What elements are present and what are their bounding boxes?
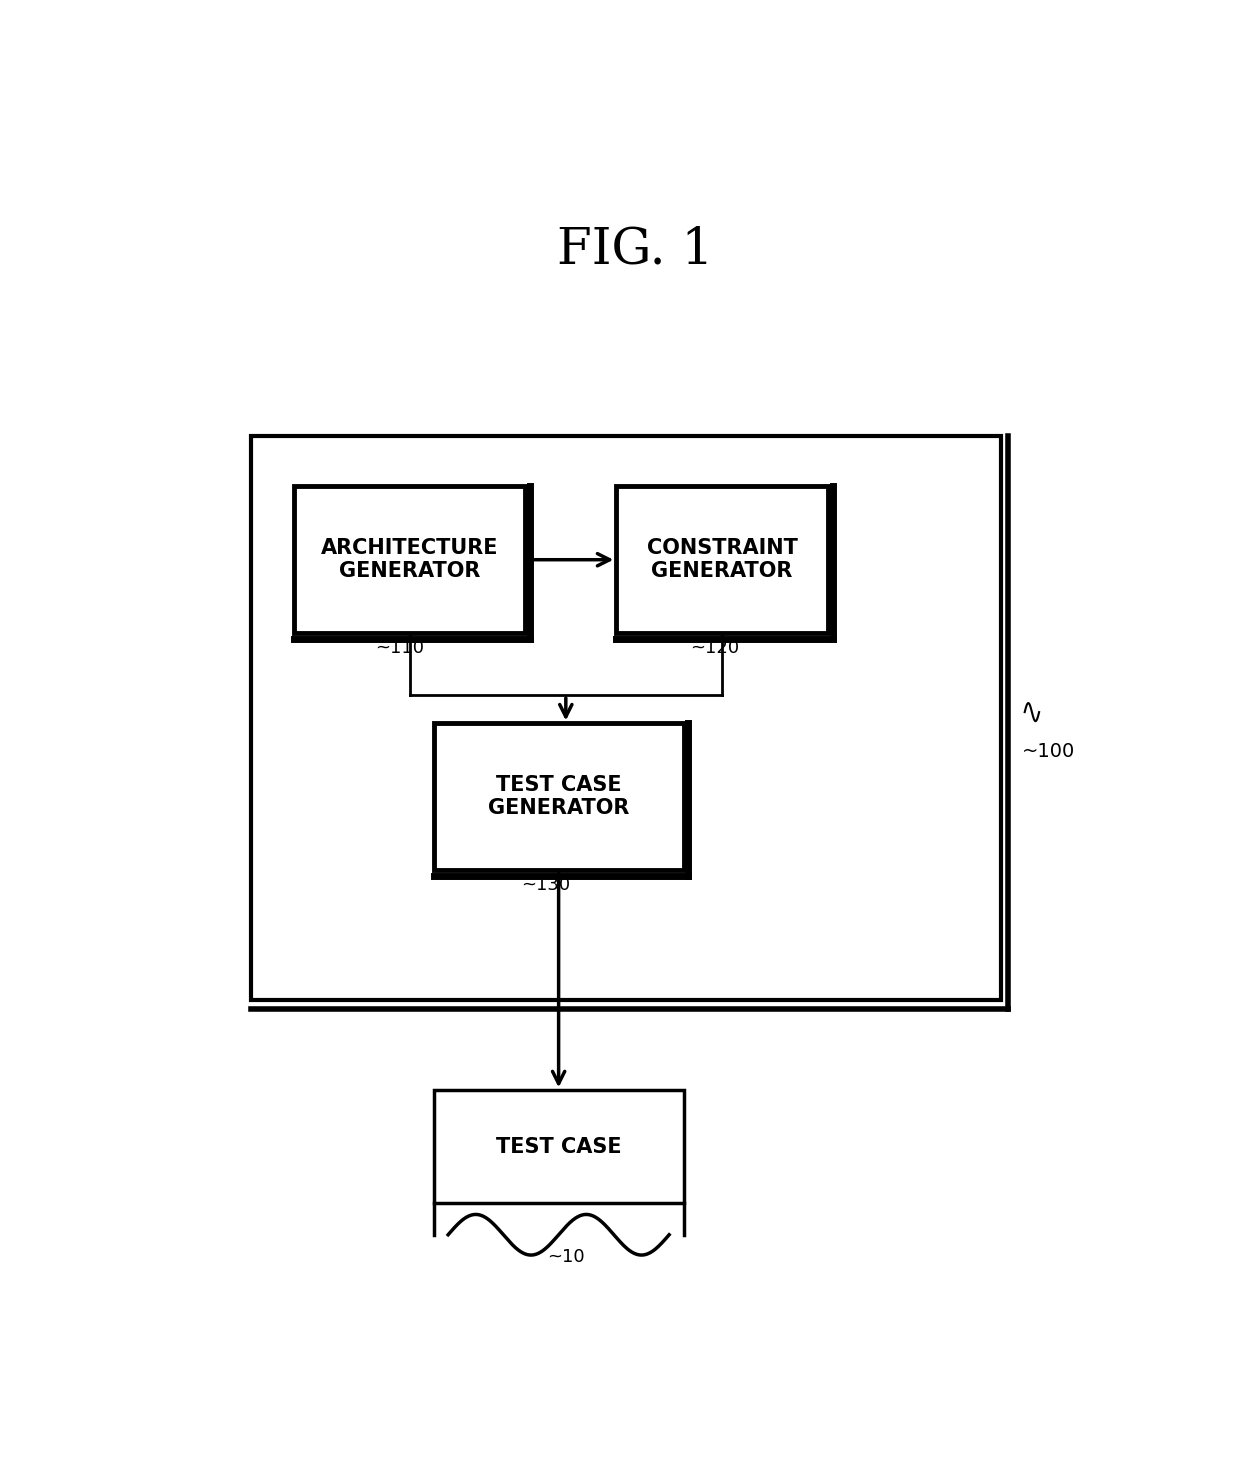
Text: ARCHITECTURE
GENERATOR: ARCHITECTURE GENERATOR (321, 538, 498, 582)
Text: ~10: ~10 (548, 1248, 585, 1267)
Text: ~120: ~120 (691, 639, 739, 657)
Text: CONSTRAINT
GENERATOR: CONSTRAINT GENERATOR (646, 538, 797, 582)
FancyBboxPatch shape (250, 435, 1001, 1000)
FancyBboxPatch shape (434, 1091, 683, 1204)
FancyBboxPatch shape (616, 487, 828, 633)
Text: TEST CASE
GENERATOR: TEST CASE GENERATOR (487, 776, 630, 818)
FancyBboxPatch shape (434, 723, 683, 871)
Text: FIG. 1: FIG. 1 (557, 224, 714, 274)
Text: ~130: ~130 (521, 875, 570, 894)
Text: ~100: ~100 (1022, 742, 1075, 761)
Text: TEST CASE: TEST CASE (496, 1136, 621, 1157)
Text: ~110: ~110 (374, 639, 424, 657)
FancyBboxPatch shape (294, 487, 525, 633)
